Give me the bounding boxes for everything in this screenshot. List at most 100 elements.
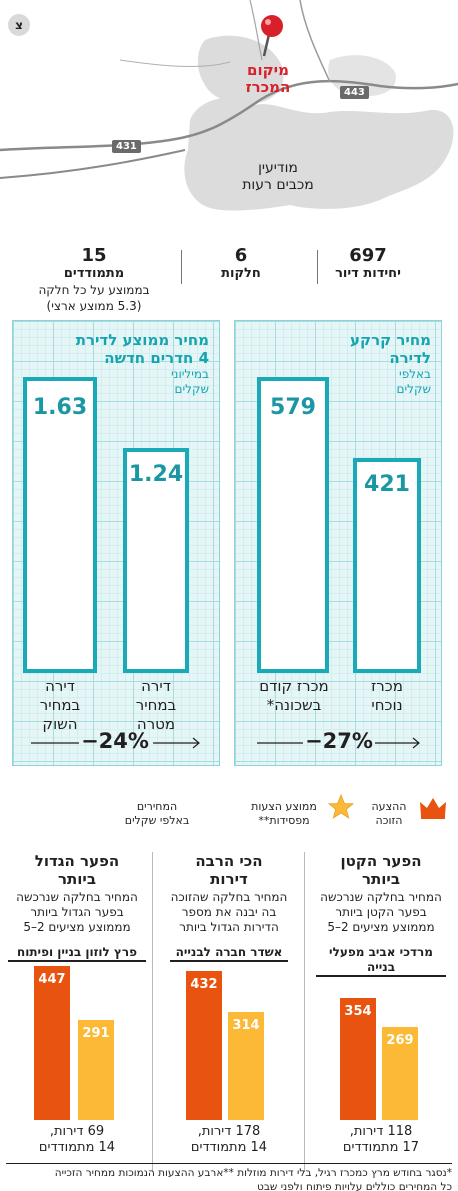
stat-plots: 6 חלקות (196, 246, 286, 282)
stat-bidders: 15 מתמודדים בממוצע על כל חלקה (5.3 ממוצע… (14, 246, 174, 314)
bar-previous-tender-value: 579 (270, 395, 316, 420)
column-largest-gap: הפער הגדול ביותר המחיר בחלקה שנרכשה בפער… (4, 852, 150, 962)
pin-label-line-1: מיקום (247, 61, 289, 79)
bar-target-price-value: 1.24 (128, 462, 184, 487)
column-desc-line-3: מממוצע מציעים 2–5 (23, 920, 131, 934)
market-caption-line-1: דירה (45, 677, 75, 695)
north-indicator: צ (8, 14, 30, 36)
bar-market-price-caption: דירה במחיר השוק (19, 677, 101, 734)
column-footer: 178 דירות, 14 מתמודדים (162, 1124, 296, 1156)
stat-housing-units: 697 יחידות דיור (318, 246, 418, 282)
legend-average-line-1: ממוצע הצעות (251, 800, 317, 813)
road-443-badge: 443 (340, 86, 369, 99)
previous-caption-line-2: בשכונה* (266, 696, 322, 714)
legend-winning-bid: ההצעה הזוכה (360, 800, 418, 828)
legend-price-unit: המחירים באלפי שקלים (112, 800, 202, 828)
road-north (299, 0, 331, 83)
column-desc-line-2: בה יבנה את מספר (181, 905, 277, 919)
stat-bidders-number: 15 (81, 245, 107, 266)
target-caption-line-1: דירה (141, 677, 171, 695)
city-name-1: מודיעין (258, 160, 298, 176)
column-footer-line-1: 178 דירות, (197, 1124, 261, 1139)
column-title-line-1: הפער הגדול (34, 852, 120, 870)
column-desc-line-1: המחיר בחלקה שהזוכה (170, 890, 288, 904)
column-most-apartments: הכי הרבה דירות המחיר בחלקה שהזוכה בה יבנ… (156, 852, 302, 962)
bar-winning-bid: 447 (34, 966, 70, 1120)
column-divider (304, 852, 305, 1172)
location-pin-icon (261, 15, 283, 37)
footnotes: *נסגר בחודש מרץ כמכרז רגיל, בלי דירות מו… (6, 1163, 452, 1191)
land-title-line-1: מחיר קרקע (350, 331, 431, 349)
legend-unit-line-1: המחירים (136, 800, 178, 813)
column-footer-line-2: 14 מתמודדים (190, 1140, 268, 1155)
urban-area-south (184, 97, 454, 211)
land-change-arrow (257, 737, 420, 749)
market-caption-line-2: במחיר (39, 696, 81, 714)
bar-target-price: 1.24 (123, 448, 189, 673)
city-label: מודיעין מכבים רעות (228, 160, 328, 194)
map-background (0, 0, 458, 211)
bar-market-price-value: 1.63 (32, 395, 88, 420)
column-footer-line-1: 118 דירות, (349, 1124, 413, 1139)
bar-current-tender-value: 421 (364, 472, 410, 497)
bar-target-price-caption: דירה במחיר מטרה (117, 677, 195, 734)
bar-average-losing-value: 269 (386, 1033, 414, 1048)
column-divider (152, 852, 153, 1172)
column-title-line-1: הכי הרבה (195, 852, 263, 870)
column-footer-line-1: 69 דירות, (49, 1124, 105, 1139)
star-icon (328, 794, 354, 819)
apartment-price-panel: מחיר ממוצע לדירת 4 חדרים חדשה במיליוני ש… (12, 320, 220, 766)
stat-housing-units-label: יחידות דיור (335, 266, 401, 281)
road-431 (0, 149, 186, 179)
apartment-change-arrow (31, 737, 200, 749)
column-title-line-1: הפער הקטן (340, 852, 422, 870)
land-change-percent: −27% (305, 729, 373, 753)
target-caption-line-3: מטרה (136, 715, 176, 733)
urban-area-north (197, 35, 284, 105)
previous-caption-line-1: מכרז קודם (259, 677, 329, 695)
location-map: צ מיקום המכרז 443 431 מודיעין מכבים רעות (0, 0, 458, 215)
footnote-line-1: *נסגר בחודש מרץ כמכרז רגיל, בלי דירות מו… (54, 1167, 452, 1179)
column-desc-line-2: בפער הקטן ביותר (335, 905, 427, 919)
market-caption-line-3: השוק (42, 715, 78, 733)
bar-winning-bid-value: 447 (38, 972, 66, 987)
stat-bidders-sub-1: בממוצע על כל חלקה (38, 283, 150, 297)
column-title-line-2: ביותר (58, 870, 96, 888)
column-desc-line-1: המחיר בחלקה שנרכשה (320, 890, 442, 904)
bar-current-tender-caption: מכרז נוכחי (347, 677, 427, 715)
column-desc-line-3: מממוצע מציעים 2–5 (327, 920, 435, 934)
pin-label-line-2: המכרז (245, 78, 291, 96)
road-431-badge: 431 (112, 140, 141, 153)
land-price-title: מחיר קרקע לדירה באלפי שקלים (350, 331, 431, 397)
stat-housing-units-number: 697 (349, 245, 387, 266)
land-title-line-2: לדירה (389, 349, 431, 367)
legend-winning-line-2: הזוכה (375, 814, 403, 827)
current-caption-line-2: נוכחי (371, 696, 403, 714)
column-footer-line-2: 17 מתמודדים (342, 1140, 420, 1155)
stat-plots-label: חלקות (221, 266, 261, 281)
road-west (119, 59, 231, 67)
column-footer-line-2: 14 מתמודדים (38, 1140, 116, 1155)
pin-highlight (265, 19, 271, 25)
column-desc-line-3: הדירות הגדול ביותר (179, 920, 279, 934)
stat-divider (181, 250, 182, 284)
crown-icon (420, 798, 446, 819)
legend-unit-line-2: באלפי שקלים (124, 814, 190, 827)
apartment-title-line-2: 4 חדרים חדשה (104, 349, 209, 367)
bar-average-losing: 314 (228, 1012, 264, 1120)
bar-winning-bid-value: 432 (190, 977, 218, 992)
bar-average-losing-value: 291 (82, 1026, 110, 1041)
winning-company-name: אשדר חברה לבנייה (170, 945, 288, 962)
bar-average-losing: 291 (78, 1020, 114, 1120)
stat-divider (317, 250, 318, 284)
apartment-title-line-1: מחיר ממוצע לדירת (75, 331, 209, 349)
apartment-unit-line-1: במיליוני (170, 367, 209, 381)
column-footer: 69 דירות, 14 מתמודדים (10, 1124, 144, 1156)
winning-company-name: פרץ לוזון בניין ופיתוח (8, 945, 146, 962)
land-unit-line-2: שקלים (396, 382, 431, 396)
column-smallest-gap: הפער הקטן ביותר המחיר בחלקה שנרכשה בפער … (308, 852, 454, 977)
bar-winning-bid: 432 (186, 971, 222, 1120)
bar-winning-bid: 354 (340, 998, 376, 1120)
column-desc-line-2: בפער הגדול ביותר (30, 905, 124, 919)
footnote-line-2: כל המחירים כוללים עלויות פיתוח ולפני שבט (257, 1181, 452, 1191)
